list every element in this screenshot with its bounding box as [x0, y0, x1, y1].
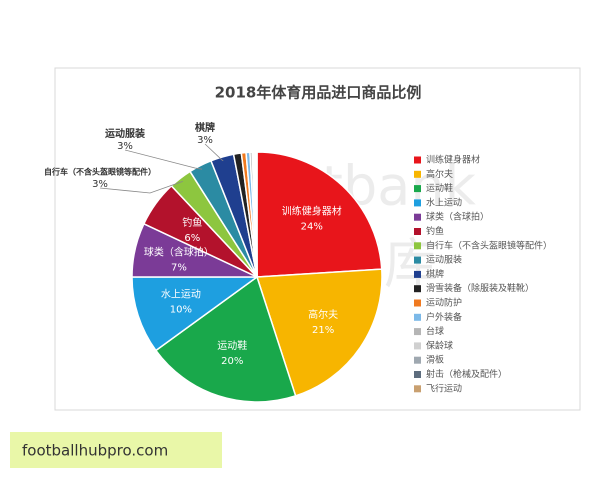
slice-category: 水上运动 [161, 289, 201, 301]
pie-slice [256, 151, 383, 278]
legend-label: 运动鞋 [426, 182, 453, 194]
legend-label: 台球 [426, 325, 444, 337]
legend-swatch [414, 371, 421, 378]
legend-label: 滑板 [426, 354, 444, 366]
legend-swatch [414, 328, 421, 336]
data-label: 10% [170, 305, 192, 316]
legend-label: 钓鱼 [426, 225, 444, 237]
legend-swatch [414, 342, 421, 350]
chart-title: 2018年体育用品进口商品比例 [215, 84, 422, 102]
labels: 训练健身器材 24% 高尔夫 21% 运动鞋 20% 水上运动 10% 球类（含球拍） 7% 钓鱼 6… [44, 121, 342, 367]
legend-swatch [414, 385, 421, 393]
legend-swatch [414, 270, 421, 278]
legend-swatch [414, 185, 421, 193]
legend-label: 球类（含球拍） [426, 211, 489, 223]
footer-box [10, 432, 222, 468]
leader-line [204, 143, 224, 162]
data-label: 21% [312, 325, 334, 336]
data-label: 7% [171, 263, 187, 274]
pie [131, 151, 383, 403]
legend-swatch [414, 313, 421, 321]
legend-label: 高尔夫 [426, 168, 453, 180]
legend-swatch [414, 170, 421, 178]
legend-label: 水上运动 [426, 196, 462, 208]
data-label: 24% [301, 222, 323, 233]
legend-label: 滑雪装备（除服装及鞋靴） [426, 282, 534, 294]
legend-swatch [414, 156, 421, 164]
legend-swatch [414, 242, 421, 250]
data-label: 20% [221, 356, 243, 367]
legend-label: 自行车（不含头盔眼镜等配件） [426, 239, 552, 251]
leader-line [99, 181, 183, 194]
slice-category: 运动鞋 [217, 339, 247, 352]
pie-slice [255, 151, 258, 278]
slice-category: 棋牌 [194, 121, 215, 134]
legend-label: 保龄球 [426, 339, 453, 351]
slice-category: 运动服装 [105, 127, 145, 140]
data-label: 3% [92, 179, 108, 190]
legend-swatch [414, 213, 421, 221]
legend-label: 射击（枪械及配件） [426, 368, 507, 380]
legend-label: 运动服装 [426, 254, 462, 266]
slice-category: 钓鱼 [182, 216, 202, 229]
legend-swatch [414, 199, 421, 207]
legend-label: 训练健身器材 [426, 154, 480, 166]
legend-swatch [414, 356, 421, 364]
data-label: 6% [184, 233, 200, 244]
pie-slice [154, 275, 297, 403]
legend-label: 运动防护 [426, 297, 462, 309]
legend-label: 飞行运动 [426, 382, 462, 394]
legend-swatch [414, 228, 421, 235]
leader-line [124, 149, 203, 170]
slice-category: 高尔夫 [308, 308, 338, 321]
legend-swatch [414, 285, 421, 293]
pie-slice [255, 268, 383, 397]
legend-label: 棋牌 [426, 268, 444, 280]
slice-category: 球类（含球拍） [144, 246, 214, 259]
legend-swatch [414, 299, 421, 307]
data-label: 3% [197, 135, 213, 146]
legend-swatch [414, 256, 421, 264]
pie-slice [131, 276, 260, 352]
slice-category: 自行车（不含头盔眼镜等配件） [44, 167, 156, 177]
slice-category: 训练健身器材 [282, 205, 342, 218]
data-label: 3% [117, 141, 133, 152]
footer-text: footballhubpro.com [22, 442, 168, 460]
legend-label: 户外装备 [426, 311, 462, 323]
